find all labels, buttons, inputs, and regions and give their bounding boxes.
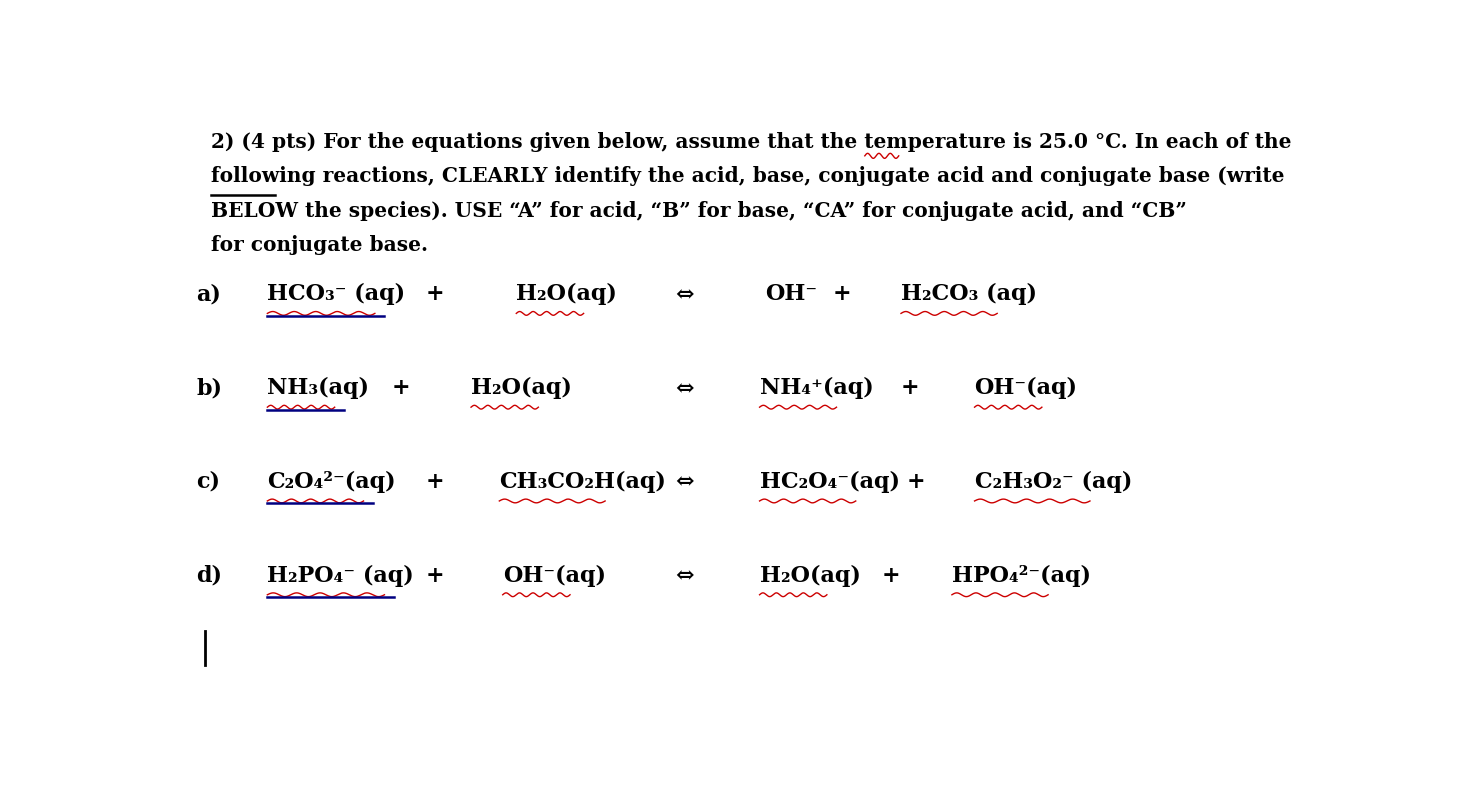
- Text: c): c): [196, 470, 220, 492]
- Text: H₂O(aq): H₂O(aq): [759, 564, 860, 586]
- Text: a): a): [196, 283, 220, 305]
- Text: NH₃(aq): NH₃(aq): [267, 376, 369, 399]
- Text: H₂PO₄⁻ (aq): H₂PO₄⁻ (aq): [267, 564, 415, 586]
- Text: OH⁻(aq): OH⁻(aq): [975, 376, 1077, 399]
- Text: following reactions, CLEARLY identify the acid, base, conjugate acid and conjuga: following reactions, CLEARLY identify th…: [210, 166, 1285, 186]
- Text: 2) (4 pts) For the equations given below, assume that the temperature is 25.0 °C: 2) (4 pts) For the equations given below…: [210, 131, 1291, 152]
- Text: +: +: [907, 470, 926, 492]
- Text: BELOW the species). USE “A” for acid, “B” for base, “CA” for conjugate acid, and: BELOW the species). USE “A” for acid, “B…: [210, 200, 1187, 221]
- Text: b): b): [196, 377, 222, 399]
- Text: HC₂O₄⁻(aq): HC₂O₄⁻(aq): [759, 470, 899, 492]
- Text: CH₃CO₂H(aq): CH₃CO₂H(aq): [499, 470, 666, 492]
- Text: for conjugate base.: for conjugate base.: [210, 234, 428, 255]
- Text: +: +: [901, 377, 920, 399]
- Text: ⇔: ⇔: [675, 470, 693, 492]
- Text: +: +: [426, 283, 444, 305]
- Text: OH⁻(aq): OH⁻(aq): [502, 564, 606, 586]
- Text: OH⁻: OH⁻: [765, 283, 818, 305]
- Text: d): d): [196, 564, 222, 586]
- Text: +: +: [834, 283, 851, 305]
- Text: +: +: [426, 470, 444, 492]
- Text: ⇔: ⇔: [675, 283, 693, 305]
- Text: +: +: [882, 564, 901, 586]
- Text: H₂O(aq): H₂O(aq): [517, 283, 618, 305]
- Text: H₂O(aq): H₂O(aq): [472, 376, 572, 399]
- Text: ⇔: ⇔: [675, 564, 693, 586]
- Text: +: +: [391, 377, 410, 399]
- Text: NH₄⁺(aq): NH₄⁺(aq): [759, 376, 873, 399]
- Text: +: +: [426, 564, 444, 586]
- Text: ⇔: ⇔: [675, 377, 693, 399]
- Text: C₂O₄²⁻(aq): C₂O₄²⁻(aq): [267, 470, 396, 492]
- Text: HPO₄²⁻(aq): HPO₄²⁻(aq): [952, 564, 1091, 586]
- Text: HCO₃⁻ (aq): HCO₃⁻ (aq): [267, 283, 406, 305]
- Text: H₂CO₃ (aq): H₂CO₃ (aq): [901, 283, 1037, 305]
- Text: C₂H₃O₂⁻ (aq): C₂H₃O₂⁻ (aq): [975, 470, 1132, 492]
